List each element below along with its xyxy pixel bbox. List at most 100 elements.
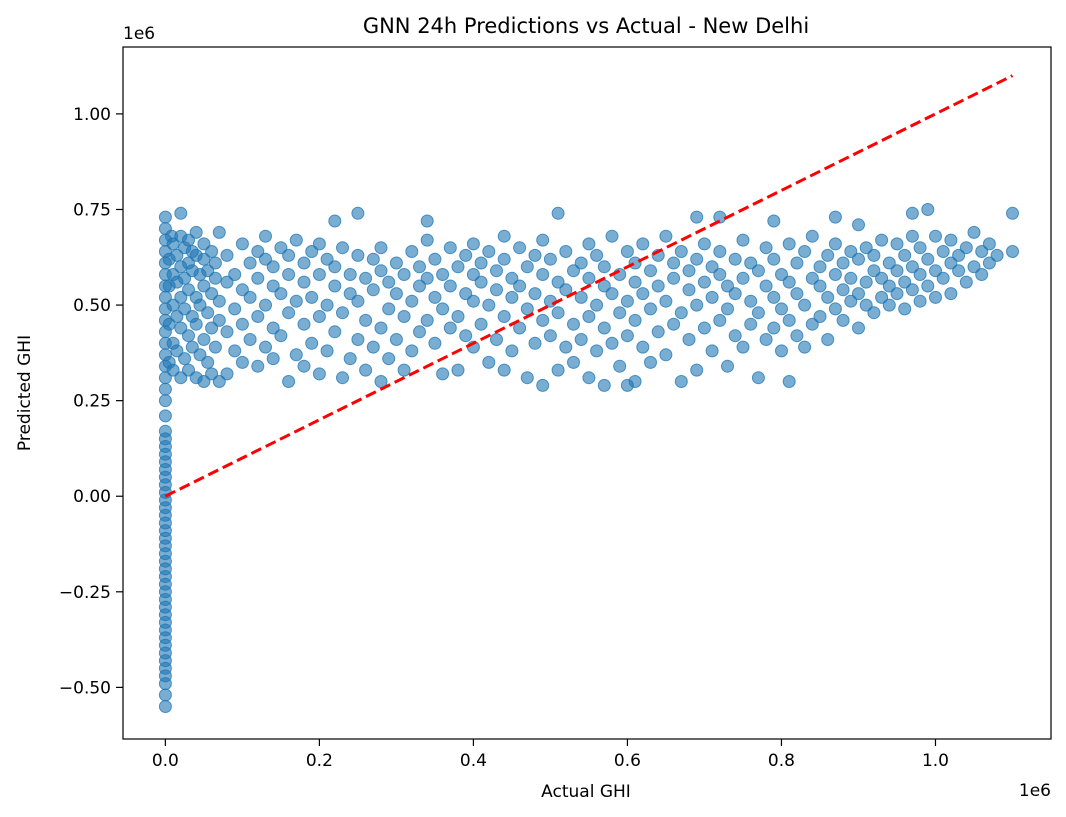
y-tick-label: 0.25 xyxy=(73,392,111,412)
data-point xyxy=(170,344,184,358)
data-point xyxy=(428,336,442,350)
data-point xyxy=(836,313,850,327)
data-point xyxy=(605,287,619,301)
data-point xyxy=(921,252,935,266)
data-point xyxy=(490,264,503,278)
data-point xyxy=(713,313,727,327)
data-point xyxy=(821,333,835,346)
data-point xyxy=(174,290,188,304)
data-point xyxy=(220,275,234,289)
data-point xyxy=(259,229,272,243)
data-point xyxy=(436,268,450,281)
data-point xyxy=(428,252,442,266)
data-point xyxy=(182,283,195,297)
data-point xyxy=(251,245,265,258)
data-point xyxy=(790,256,804,270)
x-axis-offset-text: 1e6 xyxy=(1019,781,1051,801)
data-point xyxy=(351,294,365,308)
data-point xyxy=(613,268,627,281)
data-point xyxy=(174,371,188,385)
data-point xyxy=(721,302,734,316)
data-point xyxy=(905,260,919,274)
data-point xyxy=(959,275,973,289)
data-point xyxy=(474,256,488,270)
data-point xyxy=(193,348,207,362)
data-point xyxy=(208,256,222,270)
data-point xyxy=(158,210,172,224)
data-point xyxy=(667,317,681,331)
data-point xyxy=(767,252,781,266)
data-point xyxy=(813,260,827,274)
data-point xyxy=(474,317,488,331)
data-point xyxy=(744,294,758,308)
data-point xyxy=(351,206,365,220)
data-point xyxy=(852,252,865,266)
data-point xyxy=(166,237,180,251)
data-point xyxy=(813,310,827,323)
data-point xyxy=(721,359,734,373)
data-point xyxy=(782,313,796,327)
x-axis-ticks: 0.0 0.2 0.4 0.6 0.8 1.0 xyxy=(152,739,949,771)
data-point xyxy=(844,271,858,285)
data-point xyxy=(297,317,311,331)
data-point xyxy=(178,352,192,366)
data-point xyxy=(343,352,357,366)
data-point xyxy=(921,279,935,293)
data-point xyxy=(505,290,519,304)
data-point xyxy=(597,279,611,293)
data-point xyxy=(158,382,172,396)
y-tick-label: 0.75 xyxy=(73,200,111,220)
data-point xyxy=(197,375,211,388)
points-layer xyxy=(158,203,1019,713)
data-point xyxy=(898,275,912,289)
data-point xyxy=(905,283,919,297)
data-point xyxy=(921,203,935,216)
data-point xyxy=(382,275,396,289)
data-point xyxy=(936,245,950,258)
data-point xyxy=(251,359,265,373)
data-point xyxy=(459,248,473,262)
data-point xyxy=(659,229,673,243)
data-point xyxy=(913,241,927,255)
data-point xyxy=(628,275,642,289)
data-point xyxy=(798,245,812,258)
data-point xyxy=(174,321,188,335)
data-point xyxy=(852,218,865,232)
data-point xyxy=(536,233,550,247)
data-point xyxy=(205,287,219,301)
reference-line-layer xyxy=(164,74,1014,498)
data-point xyxy=(513,279,527,293)
data-point xyxy=(713,245,727,258)
data-point xyxy=(728,287,742,301)
data-point xyxy=(551,306,565,320)
data-point xyxy=(551,275,565,289)
data-point xyxy=(158,700,172,713)
data-point xyxy=(235,317,249,331)
data-point xyxy=(852,287,865,301)
data-point xyxy=(305,290,319,304)
data-point xyxy=(205,245,219,258)
data-point xyxy=(220,248,234,262)
data-point xyxy=(805,229,819,243)
data-point xyxy=(297,275,311,289)
data-point xyxy=(628,313,642,327)
x-tick-label: 0.8 xyxy=(768,751,795,771)
data-point xyxy=(859,241,873,255)
data-point xyxy=(328,214,342,228)
data-point xyxy=(220,325,234,339)
data-point xyxy=(543,294,557,308)
data-point xyxy=(805,317,819,331)
data-point xyxy=(682,264,696,278)
data-point xyxy=(351,248,365,262)
data-point xyxy=(413,325,426,339)
data-point xyxy=(397,268,411,281)
data-point xyxy=(189,225,203,239)
data-point xyxy=(644,302,657,316)
data-point xyxy=(282,375,296,388)
data-point xyxy=(636,287,650,301)
data-point xyxy=(597,260,611,274)
data-point xyxy=(228,268,242,281)
data-point xyxy=(551,206,565,220)
data-point xyxy=(389,287,403,301)
